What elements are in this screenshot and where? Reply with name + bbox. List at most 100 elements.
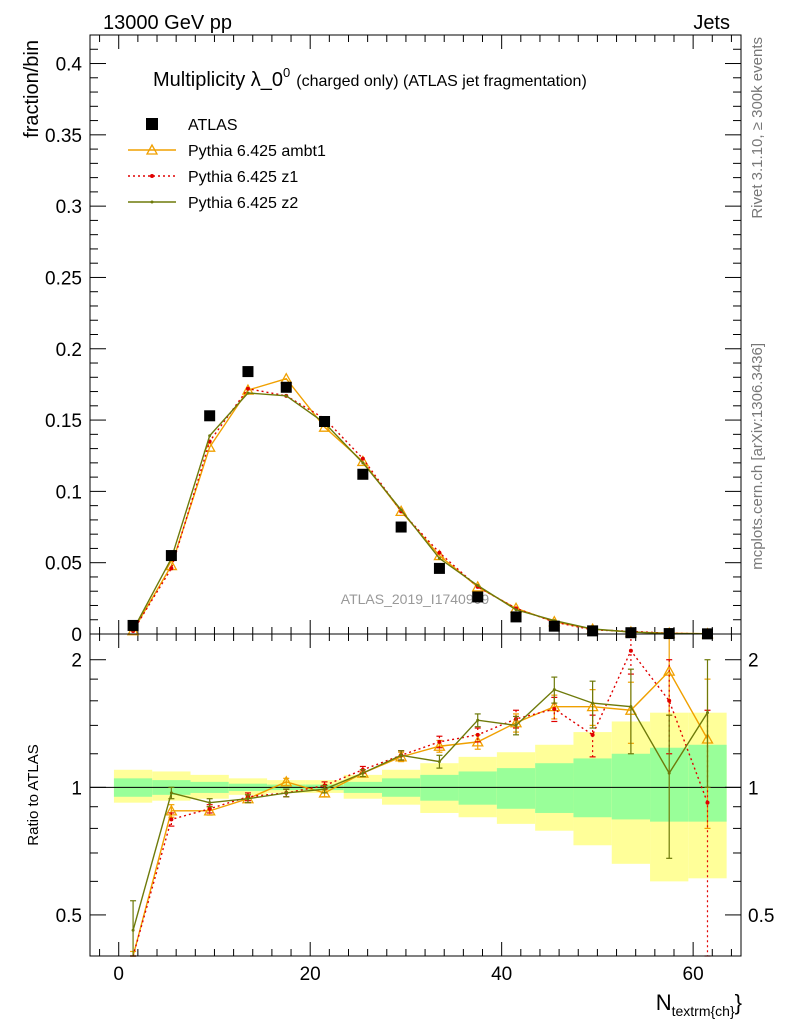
series-point-ratio-ambt1-4	[280, 775, 293, 787]
ratio-y-axis-label: Ratio to ATLAS	[25, 744, 42, 845]
x-axis-label-main: N	[656, 990, 672, 1015]
atlas-point-2	[204, 410, 216, 422]
atlas-point-6	[357, 468, 369, 480]
ratio-y-tick-label-right-0: 0.5	[748, 906, 774, 927]
x-tick-label-2: 40	[491, 964, 512, 985]
band-inner-10	[496, 768, 536, 809]
series-line-ratio-ambt1	[132, 669, 709, 957]
series-point-main-z1-6	[360, 456, 365, 461]
series-point-ratio-z2-13	[629, 705, 633, 709]
ratio-plot-frame	[89, 633, 742, 957]
series-point-main-z2-9	[476, 584, 480, 588]
atlas-point-12	[587, 625, 599, 637]
series-point-main-z2-2	[208, 434, 212, 438]
y-tick-label-8: 0.4	[56, 55, 83, 76]
watermark: ATLAS_2019_I1740909	[341, 591, 490, 607]
legend-label-ambt1: Pythia 6.425 ambt1	[188, 143, 326, 160]
band-inner-11	[535, 763, 574, 813]
series-point-ratio-z2-6	[361, 771, 365, 775]
series-point-main-z2-4	[284, 394, 288, 398]
legend-label-atlas: ATLAS	[188, 117, 238, 134]
series-point-ratio-z2-12	[591, 701, 595, 705]
ratio-y-tick-label-right-2: 2	[748, 651, 759, 672]
series-point-ratio-z2-5	[323, 787, 327, 791]
series-point-ratio-ambt1-8	[433, 739, 446, 751]
x-axis-label-subscript: textrm{ch}	[672, 1003, 735, 1019]
series-line-ratio-z1	[132, 649, 709, 957]
legend-marker-ambt1	[145, 143, 159, 155]
chart-title-rest: (charged only) (ATLAS jet fragmentation)	[296, 73, 587, 90]
chart-title: Multiplicity λ_00 (charged only) (ATLAS j…	[153, 65, 587, 91]
series-point-ratio-z2-4	[284, 791, 288, 795]
energy-label: 13000 GeV pp	[103, 12, 232, 34]
atlas-point-10	[510, 611, 522, 623]
band-inner-9	[458, 771, 497, 805]
series-point-ratio-z1-9	[475, 732, 480, 737]
atlas-point-9	[472, 591, 484, 603]
atlas-point-8	[433, 562, 445, 574]
band-inner-12	[573, 758, 612, 818]
ratio-y-tick-label-left-1: 1	[71, 778, 82, 799]
y-tick-label-3: 0.15	[45, 411, 82, 432]
atlas-point-13	[625, 627, 637, 639]
series-point-ratio-z2-7	[399, 753, 403, 757]
chart-title-superscript: 0	[283, 65, 290, 80]
series-line-ratio-z2	[132, 688, 709, 931]
series-point-ratio-ambt1-2	[203, 804, 216, 816]
y-tick-label-1: 0.05	[45, 554, 82, 575]
series-point-ratio-z2-1	[169, 791, 173, 795]
series-point-ratio-z2-2	[208, 801, 212, 805]
series-z2	[130, 391, 711, 957]
band-inner-13	[611, 753, 651, 820]
series-point-ratio-z1-1	[169, 817, 174, 822]
y-tick-label-2: 0.1	[56, 482, 82, 503]
atlas-point-5	[319, 415, 331, 427]
series-point-ratio-z2-0	[131, 928, 135, 932]
x-tick-label-0: 0	[113, 964, 124, 985]
side-label-source: mcplots.cern.ch [arXiv:1306.3436]	[749, 343, 766, 570]
series-line-main-z2	[132, 392, 708, 635]
series-z1	[130, 386, 711, 957]
series-point-main-ambt1-7	[395, 505, 408, 516]
series-point-ratio-z1-12	[590, 732, 595, 737]
series-layer	[126, 366, 714, 957]
series-point-main-z2-7	[399, 508, 403, 512]
series-point-ratio-z1-14	[667, 698, 672, 703]
y-axis-label: fraction/bin	[21, 40, 43, 138]
x-tick-label-1: 20	[300, 964, 321, 985]
ratio-y-tick-label-left-2: 2	[71, 651, 82, 672]
series-point-ratio-z2-15	[705, 711, 709, 715]
atlas-point-1	[165, 550, 177, 562]
legend-label-z1: Pythia 6.425 z1	[188, 169, 298, 186]
atlas-point-11	[548, 620, 560, 632]
x-axis-label-close: }	[735, 990, 742, 1015]
series-point-ratio-z2-14	[667, 771, 671, 775]
series-point-main-z2-3	[246, 391, 250, 395]
series-point-main-z2-6	[361, 461, 365, 465]
legend-label-z2: Pythia 6.425 z2	[188, 195, 298, 212]
process-label: Jets	[693, 12, 730, 34]
series-point-ratio-z1-15	[705, 800, 710, 805]
series-point-ratio-z2-3	[246, 797, 250, 801]
series-point-ratio-z1-13	[628, 648, 633, 653]
atlas-point-0	[127, 619, 139, 631]
series-point-main-z1-1	[169, 566, 174, 571]
side-label-rivet: Rivet 3.1.10, ≥ 300k events	[749, 37, 766, 219]
series-point-main-ambt1-2	[203, 440, 216, 452]
y-tick-label-5: 0.25	[45, 268, 82, 289]
atlas-point-4	[280, 381, 292, 393]
legend-marker-z1	[150, 174, 154, 178]
y-tick-label-0: 0	[71, 625, 82, 646]
series-point-ratio-z1-8	[437, 739, 442, 744]
ratio-y-tick-label-right-1: 1	[748, 778, 759, 799]
series-point-ratio-z2-8	[437, 760, 441, 764]
chart-title-main: Multiplicity λ_0	[153, 69, 283, 91]
legend-marker-z2	[150, 200, 154, 204]
series-point-main-z1-3	[245, 386, 250, 391]
uncertainty-bands	[90, 712, 741, 882]
legend: ATLAS Pythia 6.425 ambt1 Pythia 6.425 z1 Py…	[128, 117, 326, 212]
series-point-ratio-z1-2	[207, 806, 212, 811]
x-axis-label: Ntextrm{ch}}	[656, 990, 742, 1019]
